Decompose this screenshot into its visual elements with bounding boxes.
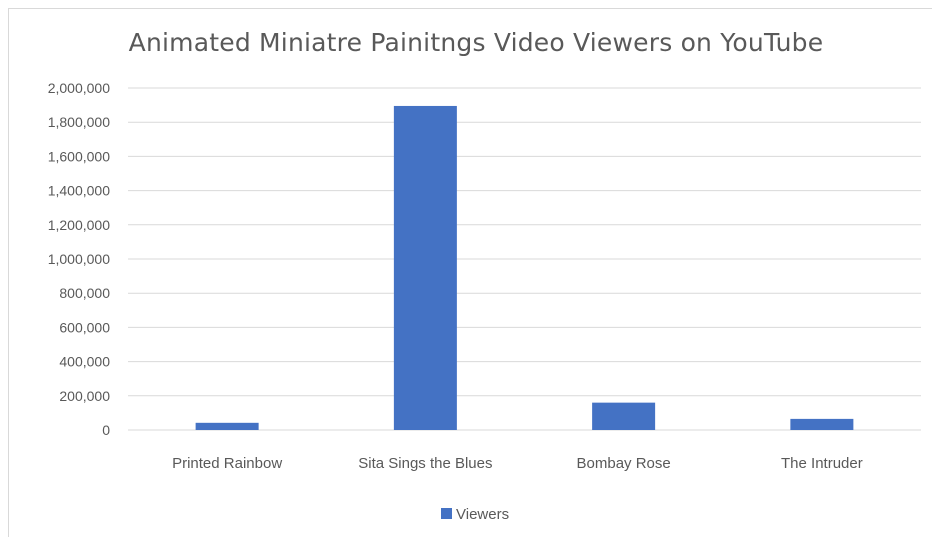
y-axis-tick-labels: 0 200,000 400,000 600,000 800,000 1,000,000 1,… xyxy=(48,80,111,438)
y-tick-label: 0 xyxy=(102,422,110,438)
y-tick-label: 200,000 xyxy=(59,388,110,404)
chart-frame xyxy=(8,8,932,537)
legend: Viewers xyxy=(441,506,509,523)
y-tick-label: 600,000 xyxy=(59,319,110,335)
y-tick-label: 1,400,000 xyxy=(48,183,110,199)
x-category-label: The Intruder xyxy=(781,455,863,472)
bar-bombay-rose xyxy=(592,402,656,430)
x-category-label: Printed Rainbow xyxy=(172,455,282,472)
x-category-label: Sita Sings the Blues xyxy=(358,455,492,472)
y-tick-label: 1,000,000 xyxy=(48,251,110,267)
bar-sita-sings-the-blues xyxy=(393,105,457,430)
y-tick-label: 1,600,000 xyxy=(48,148,110,164)
legend-label: Viewers xyxy=(456,506,509,523)
y-tick-label: 1,800,000 xyxy=(48,114,110,130)
chart-title: Animated Miniatre Painitngs Video Viewer… xyxy=(128,28,824,57)
y-tick-label: 800,000 xyxy=(59,285,110,301)
bar-printed-rainbow xyxy=(195,422,259,430)
y-tick-label: 2,000,000 xyxy=(48,80,110,96)
bars xyxy=(195,105,854,430)
legend-swatch xyxy=(441,508,452,519)
x-axis-category-labels: Printed Rainbow Sita Sings the Blues Bomba… xyxy=(172,455,863,472)
bar-the-intruder xyxy=(790,418,854,430)
x-category-label: Bombay Rose xyxy=(577,455,671,472)
gridlines xyxy=(128,87,921,431)
y-tick-label: 400,000 xyxy=(59,354,110,370)
y-tick-label: 1,200,000 xyxy=(48,217,110,233)
